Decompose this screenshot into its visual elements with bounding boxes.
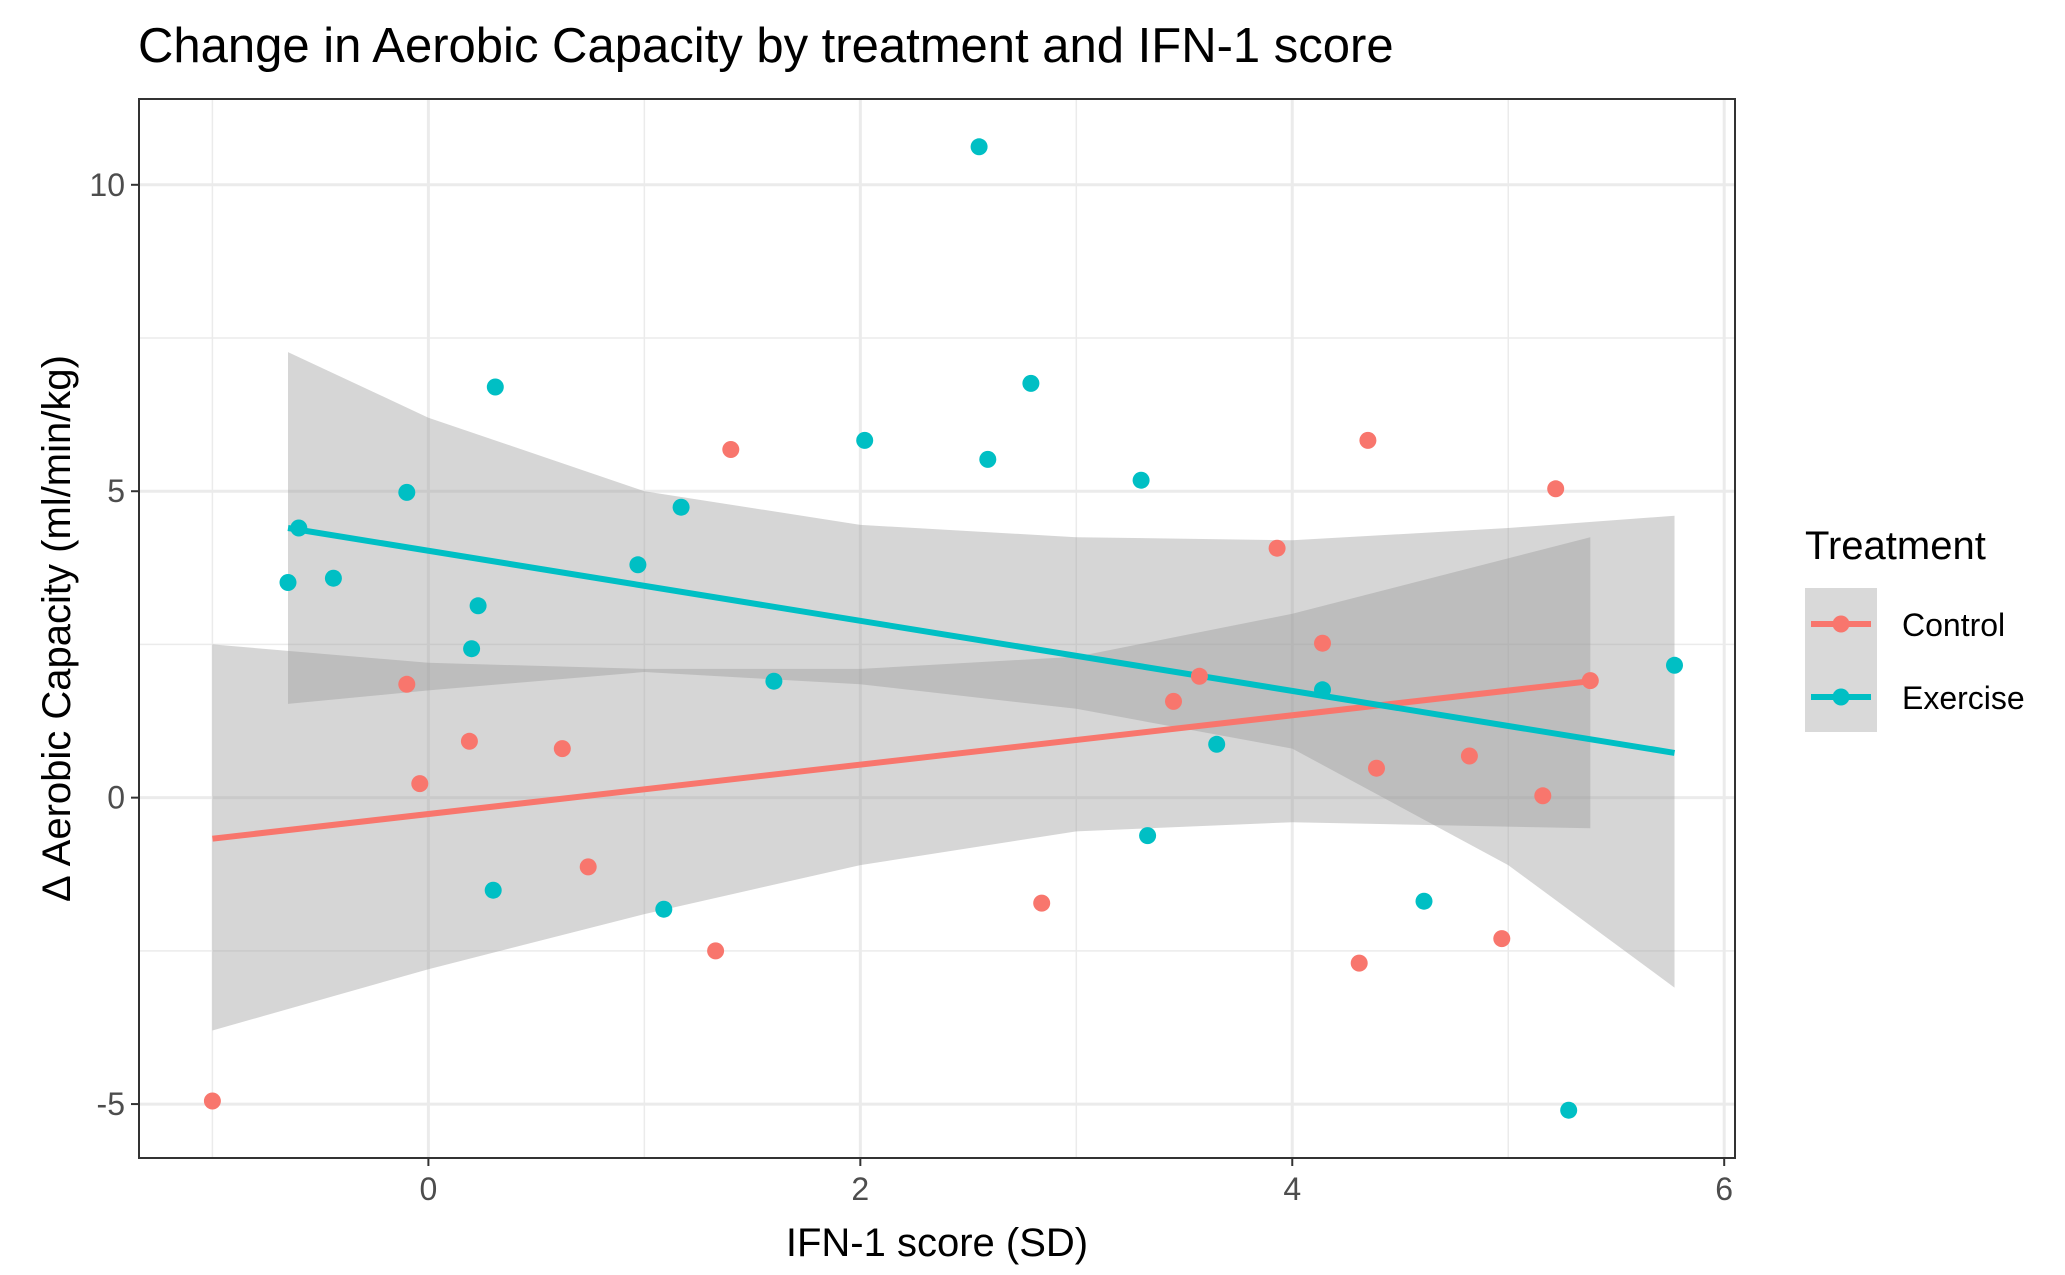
legend: Treatment Control Exercise — [1805, 524, 2025, 732]
data-point-control — [1368, 759, 1385, 777]
data-point-exercise — [290, 519, 308, 537]
data-point-exercise — [629, 556, 647, 574]
data-point-exercise — [970, 138, 988, 156]
data-point-control — [203, 1092, 221, 1110]
data-point-exercise — [484, 881, 502, 899]
data-point-control — [1314, 634, 1331, 652]
data-points — [203, 138, 1683, 1119]
confidence-band-exercise — [288, 352, 1675, 988]
data-point-exercise — [856, 431, 874, 449]
data-point-control — [722, 441, 740, 458]
data-point-control — [398, 675, 416, 693]
data-point-control — [1268, 539, 1286, 557]
data-point-control — [460, 732, 478, 750]
legend-label-exercise: Exercise — [1902, 680, 2025, 716]
data-point-exercise — [324, 569, 342, 587]
data-point-control — [1190, 667, 1208, 685]
data-point-control — [707, 942, 725, 960]
data-point-control — [1581, 672, 1599, 690]
y-tick-label: 10 — [89, 167, 125, 203]
legend-label-control: Control — [1902, 607, 2005, 643]
panel-border — [138, 98, 1736, 1159]
y-tick-label: 5 — [107, 473, 125, 509]
legend-item-control: Control — [1811, 607, 2005, 643]
x-axis-title: IFN-1 score (SD) — [786, 1221, 1088, 1265]
data-point-control — [1033, 894, 1051, 912]
data-point-exercise — [1022, 374, 1040, 392]
y-axis-title: Δ Aerobic Capacity (ml/min/kg) — [35, 355, 79, 902]
data-point-exercise — [469, 597, 487, 615]
x-axis-ticks: 0 2 4 6 — [419, 1158, 1733, 1207]
data-point-exercise — [1139, 827, 1157, 845]
data-point-exercise — [279, 574, 297, 591]
confidence-bands — [212, 352, 1675, 1031]
data-point-control — [1493, 930, 1511, 948]
legend-key-point-control — [1832, 615, 1850, 633]
data-point-control — [1350, 954, 1368, 972]
legend-key-background — [1805, 588, 1877, 732]
data-point-exercise — [765, 672, 783, 690]
data-point-exercise — [1666, 656, 1683, 674]
y-tick-label: -5 — [97, 1086, 125, 1122]
legend-title: Treatment — [1805, 524, 1986, 568]
data-point-control — [553, 740, 571, 758]
y-tick-label: 0 — [107, 780, 125, 816]
data-point-control — [1359, 431, 1377, 449]
data-point-control — [1547, 480, 1565, 498]
data-point-control — [1460, 747, 1478, 765]
data-point-exercise — [486, 378, 504, 396]
data-point-control — [1534, 787, 1552, 805]
x-tick-label: 2 — [851, 1171, 869, 1207]
data-point-exercise — [672, 498, 690, 516]
fit-lines — [212, 525, 1676, 842]
confidence-band-control — [212, 537, 1591, 1031]
x-tick-label: 0 — [419, 1171, 437, 1207]
data-point-control — [579, 858, 597, 876]
legend-key-point-exercise — [1832, 688, 1850, 706]
legend-item-exercise: Exercise — [1811, 680, 2025, 716]
data-point-control — [1165, 692, 1182, 710]
data-point-exercise — [1132, 471, 1150, 489]
fit-line-control — [212, 678, 1591, 842]
chart-title: Change in Aerobic Capacity by treatment … — [138, 19, 1394, 73]
y-axis-ticks: -5 0 5 10 — [89, 167, 139, 1122]
data-point-exercise — [1208, 735, 1226, 753]
data-point-exercise — [398, 483, 416, 501]
data-point-exercise — [655, 900, 673, 918]
data-point-control — [411, 775, 429, 793]
data-point-exercise — [979, 450, 997, 468]
fit-line-exercise — [287, 525, 1676, 756]
x-tick-label: 6 — [1715, 1171, 1733, 1207]
x-tick-label: 4 — [1283, 1171, 1301, 1207]
data-point-exercise — [463, 640, 481, 658]
data-point-exercise — [1560, 1101, 1578, 1119]
data-point-exercise — [1314, 681, 1331, 699]
data-point-exercise — [1415, 892, 1433, 910]
